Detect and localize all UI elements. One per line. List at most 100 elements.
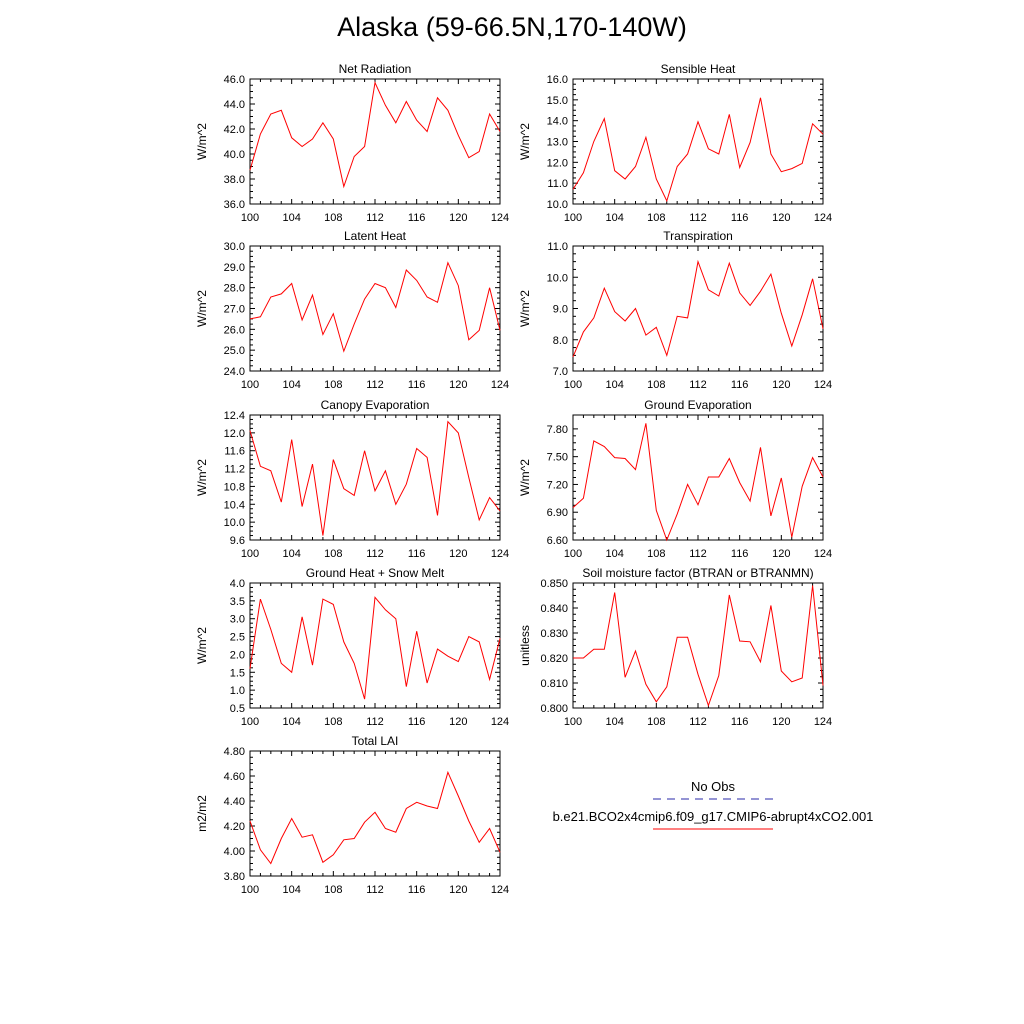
x-tick-label: 112 <box>689 379 707 391</box>
x-tick-label: 116 <box>731 716 749 728</box>
y-tick-label: 6.90 <box>547 507 568 519</box>
y-tick-label: 36.0 <box>224 199 245 211</box>
x-tick-label: 108 <box>324 884 342 896</box>
y-tick-label: 2.0 <box>230 649 245 661</box>
x-tick-label: 116 <box>408 212 426 224</box>
x-tick-label: 116 <box>731 212 749 224</box>
y-tick-label: 11.6 <box>224 446 245 458</box>
y-tick-label: 24.0 <box>224 366 245 378</box>
y-tick-label: 42.0 <box>224 124 245 136</box>
x-tick-label: 120 <box>449 379 467 391</box>
x-tick-label: 124 <box>491 379 509 391</box>
x-tick-label: 100 <box>564 548 582 560</box>
y-tick-label: 40.0 <box>224 149 245 161</box>
x-tick-label: 112 <box>366 212 384 224</box>
y-tick-label: 25.0 <box>224 345 245 357</box>
y-tick-label: 38.0 <box>224 174 245 186</box>
y-tick-label: 12.0 <box>224 428 245 440</box>
x-tick-label: 100 <box>564 379 582 391</box>
y-tick-label: 10.8 <box>224 481 245 493</box>
x-tick-label: 120 <box>449 212 467 224</box>
y-tick-label: 9.6 <box>230 535 245 547</box>
y-tick-label: 6.60 <box>547 535 568 547</box>
y-tick-label: 8.0 <box>553 335 568 347</box>
chart-title: Ground Evaporation <box>644 398 751 412</box>
x-tick-label: 108 <box>324 716 342 728</box>
y-tick-label: 14.0 <box>547 116 568 128</box>
legend-model-label: b.e21.BCO2x4cmip6.f09_g17.CMIP6-abrupt4x… <box>552 809 874 824</box>
plot-frame <box>249 750 501 877</box>
y-tick-label: 1.5 <box>230 667 245 679</box>
y-axis-label: m2/m2 <box>195 795 209 832</box>
y-axis-label: W/m^2 <box>518 290 532 327</box>
x-tick-label: 108 <box>324 379 342 391</box>
x-tick-label: 100 <box>241 548 259 560</box>
x-tick-label: 120 <box>772 212 790 224</box>
y-tick-label: 1.0 <box>230 685 245 697</box>
chart-title: Total LAI <box>352 734 399 748</box>
y-tick-label: 12.0 <box>547 157 568 169</box>
x-tick-label: 104 <box>282 884 300 896</box>
y-tick-label: 7.50 <box>547 452 568 464</box>
y-tick-label: 26.0 <box>224 324 245 336</box>
x-tick-label: 104 <box>605 379 623 391</box>
y-tick-label: 46.0 <box>224 74 245 86</box>
x-tick-label: 104 <box>282 716 300 728</box>
y-tick-label: 4.40 <box>224 796 245 808</box>
y-axis-label: unitless <box>518 625 532 666</box>
y-tick-label: 4.00 <box>224 846 245 858</box>
x-tick-label: 104 <box>605 716 623 728</box>
x-tick-label: 124 <box>814 379 832 391</box>
chart-title: Latent Heat <box>344 229 407 243</box>
chart-title: Soil moisture factor (BTRAN or BTRANMN) <box>582 566 813 580</box>
legend-obs-line <box>653 798 773 800</box>
y-axis-label: W/m^2 <box>518 123 532 160</box>
x-tick-label: 104 <box>282 379 300 391</box>
y-tick-label: 10.0 <box>224 517 245 529</box>
x-tick-label: 112 <box>366 716 384 728</box>
y-tick-label: 3.0 <box>230 614 245 626</box>
x-tick-label: 124 <box>491 884 509 896</box>
y-tick-label: 16.0 <box>547 74 568 86</box>
chart-title: Transpiration <box>663 229 733 243</box>
x-tick-label: 116 <box>408 716 426 728</box>
x-tick-label: 108 <box>647 212 665 224</box>
y-tick-label: 4.80 <box>224 746 245 758</box>
x-tick-label: 100 <box>564 212 582 224</box>
x-tick-label: 112 <box>366 379 384 391</box>
y-tick-label: 44.0 <box>224 99 245 111</box>
y-tick-label: 7.0 <box>553 366 568 378</box>
y-tick-label: 13.0 <box>547 137 568 149</box>
y-tick-label: 9.0 <box>553 304 568 316</box>
series-line <box>249 770 501 865</box>
chart-title: Ground Heat + Snow Melt <box>306 566 445 580</box>
y-tick-label: 10.0 <box>547 272 568 284</box>
y-tick-label: 0.810 <box>540 678 568 690</box>
x-tick-label: 116 <box>408 548 426 560</box>
y-tick-label: 4.60 <box>224 771 245 783</box>
y-tick-label: 7.80 <box>547 424 568 436</box>
x-tick-label: 120 <box>772 379 790 391</box>
x-tick-label: 112 <box>689 716 707 728</box>
chart-title: Canopy Evaporation <box>321 398 430 412</box>
x-tick-label: 120 <box>772 716 790 728</box>
y-axis-label: W/m^2 <box>518 459 532 496</box>
y-tick-label: 4.0 <box>230 578 245 590</box>
y-tick-label: 0.850 <box>540 578 568 590</box>
y-tick-label: 3.5 <box>230 596 245 608</box>
y-tick-label: 12.4 <box>224 410 245 422</box>
x-tick-label: 100 <box>241 716 259 728</box>
x-tick-label: 104 <box>282 548 300 560</box>
y-tick-label: 29.0 <box>224 262 245 274</box>
x-tick-label: 112 <box>366 548 384 560</box>
x-tick-label: 124 <box>491 716 509 728</box>
x-tick-label: 112 <box>689 548 707 560</box>
x-tick-label: 104 <box>282 212 300 224</box>
y-tick-label: 2.5 <box>230 632 245 644</box>
